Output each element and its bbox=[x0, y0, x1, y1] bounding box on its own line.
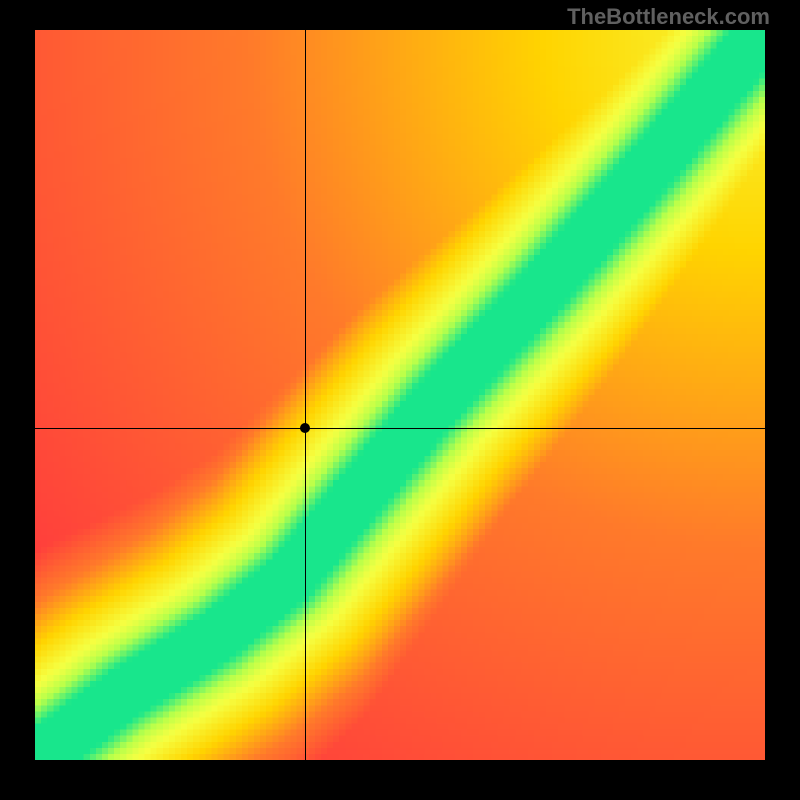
watermark-text: TheBottleneck.com bbox=[567, 4, 770, 30]
heatmap-chart bbox=[35, 30, 765, 760]
crosshair-vertical bbox=[305, 30, 306, 760]
crosshair-horizontal bbox=[35, 428, 765, 429]
crosshair-marker bbox=[300, 423, 310, 433]
heatmap-canvas bbox=[35, 30, 765, 760]
